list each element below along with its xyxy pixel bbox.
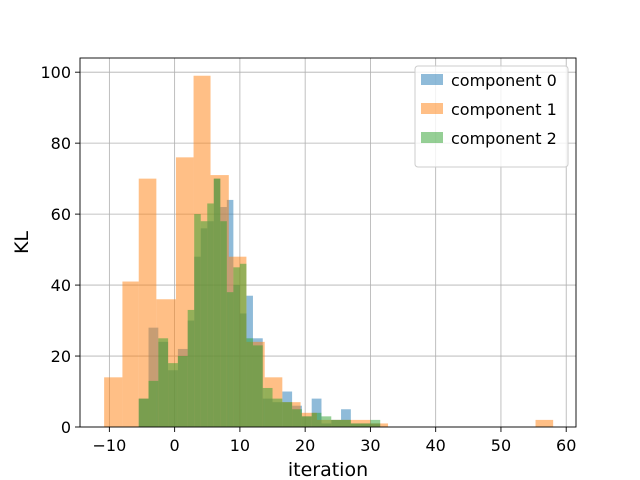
histogram-bar [252, 345, 263, 427]
histogram-bar [122, 281, 139, 427]
series-2-bars [138, 178, 381, 427]
y-tick-label: 20 [51, 347, 71, 366]
histogram-bar [233, 267, 240, 427]
x-tick-label: 60 [556, 436, 576, 455]
legend-label: component 1 [451, 100, 557, 119]
histogram-bar [239, 263, 247, 427]
legend-label: component 2 [451, 129, 557, 148]
histogram-bar [360, 423, 371, 427]
y-tick-label: 80 [51, 134, 71, 153]
histogram-bar [168, 363, 178, 427]
histogram-bar [158, 338, 169, 427]
histogram-bar [341, 419, 351, 427]
x-tick-label: 20 [295, 436, 315, 455]
x-tick-label: 10 [230, 436, 250, 455]
histogram-bar [138, 398, 149, 427]
y-tick-label: 0 [61, 418, 71, 437]
histogram-bar [226, 292, 234, 427]
x-tick-label: 50 [491, 436, 511, 455]
x-tick-label: 30 [360, 436, 380, 455]
histogram-bar [311, 412, 322, 427]
histogram-bar [246, 338, 253, 427]
x-tick-label: 40 [426, 436, 446, 455]
histogram-bar [148, 380, 159, 427]
legend: component 0 component 1 component 2 [414, 65, 569, 168]
histogram-bar [220, 221, 227, 427]
histogram-bar [262, 387, 273, 427]
y-tick-label: 40 [51, 276, 71, 295]
y-tick-label: 100 [40, 63, 71, 82]
histogram-bar [187, 309, 195, 427]
histogram-bar [292, 409, 302, 427]
histogram-bar [301, 416, 312, 427]
legend-swatch [421, 103, 443, 114]
x-tick-label: 0 [170, 436, 180, 455]
legend-swatch [421, 132, 443, 143]
y-tick-label: 60 [51, 205, 71, 224]
histogram-bar [370, 419, 381, 427]
histogram-bar [272, 398, 283, 427]
x-axis-label: iteration [288, 459, 368, 480]
histogram-bar [321, 416, 332, 427]
legend-swatch [421, 74, 443, 85]
histogram-bar [352, 419, 371, 427]
histogram-bar [200, 221, 208, 427]
y-axis-label: KL [11, 231, 33, 254]
histogram-bar [177, 356, 188, 427]
histogram-bar [104, 377, 123, 427]
axis-ticks: −10 0 10 20 30 40 50 60 0 20 40 60 80 100 [40, 63, 576, 455]
plot-area-frame [79, 57, 577, 428]
histogram-bar [350, 423, 361, 427]
histogram-bar [207, 203, 214, 427]
histogram-bar [213, 178, 221, 427]
histogram-bar [138, 178, 157, 427]
legend-label: component 0 [451, 71, 557, 90]
legend-box [414, 65, 569, 168]
histogram-bar [331, 419, 342, 427]
histogram-bar [194, 214, 201, 427]
x-tick-label: −10 [92, 436, 126, 455]
histogram-bars [104, 75, 554, 427]
histogram-bar [341, 409, 351, 427]
histogram-bar [282, 402, 293, 427]
histogram-bar [535, 419, 554, 427]
